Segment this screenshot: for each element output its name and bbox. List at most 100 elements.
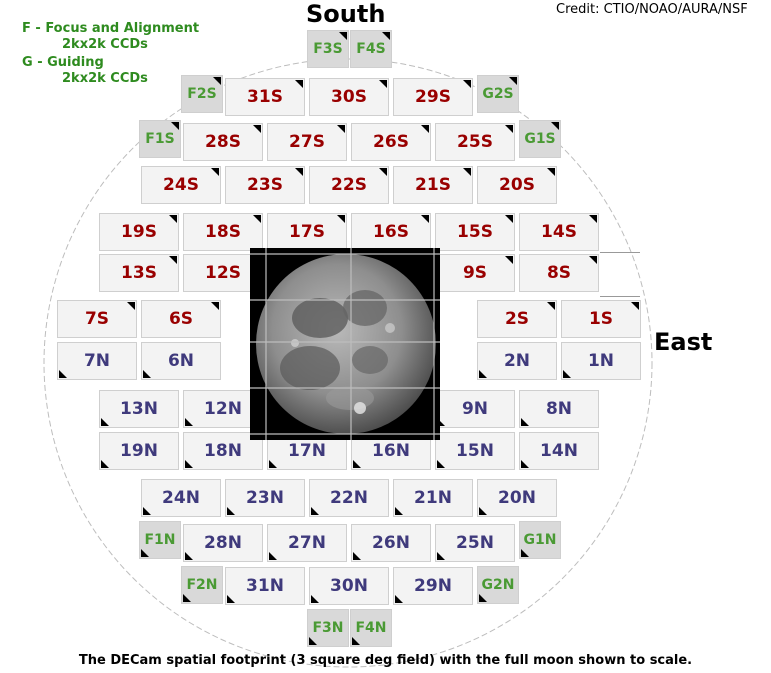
ccd-label: 19N xyxy=(120,441,158,461)
ccd-31n: 31N xyxy=(225,567,305,605)
ccd-label: G1S xyxy=(524,131,556,147)
readout-corner-marker xyxy=(143,370,151,378)
ccd-g1s: G1S xyxy=(519,120,561,158)
ccd-18s: 18S xyxy=(183,213,263,251)
ccd-f4n: F4N xyxy=(350,609,392,647)
ccd-f4s: F4S xyxy=(350,30,392,68)
readout-corner-marker xyxy=(505,125,513,133)
ccd-label: 23N xyxy=(246,488,284,508)
ccd-13n: 13N xyxy=(99,390,179,428)
ccd-label: 27N xyxy=(288,533,326,553)
ccd-9s: 9S xyxy=(435,254,515,292)
ccd-f1s: F1S xyxy=(139,120,181,158)
readout-corner-marker xyxy=(185,418,193,426)
legend-focus-sub: 2kx2k CCDs xyxy=(62,37,148,52)
readout-corner-marker xyxy=(59,370,67,378)
readout-corner-marker xyxy=(563,370,571,378)
ccd-label: 31N xyxy=(246,576,284,596)
ccd-25n: 25N xyxy=(435,524,515,562)
readout-corner-marker xyxy=(169,256,177,264)
ccd-f2n: F2N xyxy=(181,566,223,604)
ccd-2n: 2N xyxy=(477,342,557,380)
ccd-23s: 23S xyxy=(225,166,305,204)
ccd-22n: 22N xyxy=(309,479,389,517)
ccd-label: 23S xyxy=(247,175,283,195)
readout-corner-marker xyxy=(437,460,445,468)
ccd-label: G2S xyxy=(482,86,514,102)
ccd-19s: 19S xyxy=(99,213,179,251)
ccd-label: 13N xyxy=(120,399,158,419)
axis-tick xyxy=(600,296,640,297)
direction-label-east: East xyxy=(654,328,713,356)
readout-corner-marker xyxy=(311,595,319,603)
ccd-label: 15S xyxy=(457,222,493,242)
ccd-label: 7N xyxy=(83,351,111,371)
ccd-label: 16S xyxy=(373,222,409,242)
ccd-label: 24S xyxy=(163,175,199,195)
ccd-label: 1S xyxy=(588,309,614,329)
ccd-label: 27S xyxy=(289,132,325,152)
ccd-label: 14N xyxy=(540,441,578,461)
ccd-label: 17S xyxy=(289,222,325,242)
ccd-15s: 15S xyxy=(435,213,515,251)
ccd-label: 6S xyxy=(168,309,194,329)
ccd-label: 8S xyxy=(546,263,572,283)
readout-corner-marker xyxy=(631,302,639,310)
ccd-9n: 9N xyxy=(435,390,515,428)
readout-corner-marker xyxy=(509,77,517,85)
readout-corner-marker xyxy=(505,256,513,264)
ccd-label: F3S xyxy=(313,41,343,57)
ccd-f3s: F3S xyxy=(307,30,349,68)
ccd-label: 30S xyxy=(331,87,367,107)
ccd-label: G2N xyxy=(481,577,515,593)
ccd-label: 30N xyxy=(330,576,368,596)
ccd-label: 22S xyxy=(331,175,367,195)
ccd-label: F4S xyxy=(356,41,386,57)
ccd-label: 24N xyxy=(162,488,200,508)
readout-corner-marker xyxy=(505,215,513,223)
ccd-31s: 31S xyxy=(225,78,305,116)
ccd-label: F2N xyxy=(186,577,218,593)
readout-corner-marker xyxy=(421,215,429,223)
ccd-28n: 28N xyxy=(183,524,263,562)
ccd-label: F1S xyxy=(145,131,175,147)
readout-corner-marker xyxy=(101,460,109,468)
ccd-1n: 1N xyxy=(561,342,641,380)
ccd-27n: 27N xyxy=(267,524,347,562)
readout-corner-marker xyxy=(295,80,303,88)
readout-corner-marker xyxy=(269,552,277,560)
ccd-label: 19S xyxy=(121,222,157,242)
figure-caption: The DECam spatial footprint (3 square de… xyxy=(78,653,693,668)
readout-corner-marker xyxy=(521,460,529,468)
ccd-18n: 18N xyxy=(183,432,263,470)
ccd-label: 13S xyxy=(121,263,157,283)
ccd-label: 29N xyxy=(414,576,452,596)
ccd-6s: 6S xyxy=(141,300,221,338)
readout-corner-marker xyxy=(211,168,219,176)
ccd-label: 28N xyxy=(204,533,242,553)
ccd-label: 28S xyxy=(205,132,241,152)
direction-label-south: South xyxy=(306,0,386,28)
ccd-label: 20S xyxy=(499,175,535,195)
ccd-16s: 16S xyxy=(351,213,431,251)
readout-corner-marker xyxy=(143,507,151,515)
ccd-30n: 30N xyxy=(309,567,389,605)
readout-corner-marker xyxy=(353,460,361,468)
ccd-label: F1N xyxy=(144,532,176,548)
ccd-label: F3N xyxy=(312,620,344,636)
ccd-label: 9S xyxy=(462,263,488,283)
readout-corner-marker xyxy=(337,215,345,223)
readout-corner-marker xyxy=(101,418,109,426)
ccd-label: 8N xyxy=(545,399,573,419)
readout-corner-marker xyxy=(171,122,179,130)
ccd-g1n: G1N xyxy=(519,521,561,559)
readout-corner-marker xyxy=(437,418,445,426)
ccd-f3n: F3N xyxy=(307,609,349,647)
ccd-label: 12N xyxy=(204,399,242,419)
ccd-27s: 27S xyxy=(267,123,347,161)
ccd-label: F2S xyxy=(187,86,217,102)
readout-corner-marker xyxy=(311,507,319,515)
ccd-label: 16N xyxy=(372,441,410,461)
ccd-15n: 15N xyxy=(435,432,515,470)
ccd-label: 9N xyxy=(461,399,489,419)
